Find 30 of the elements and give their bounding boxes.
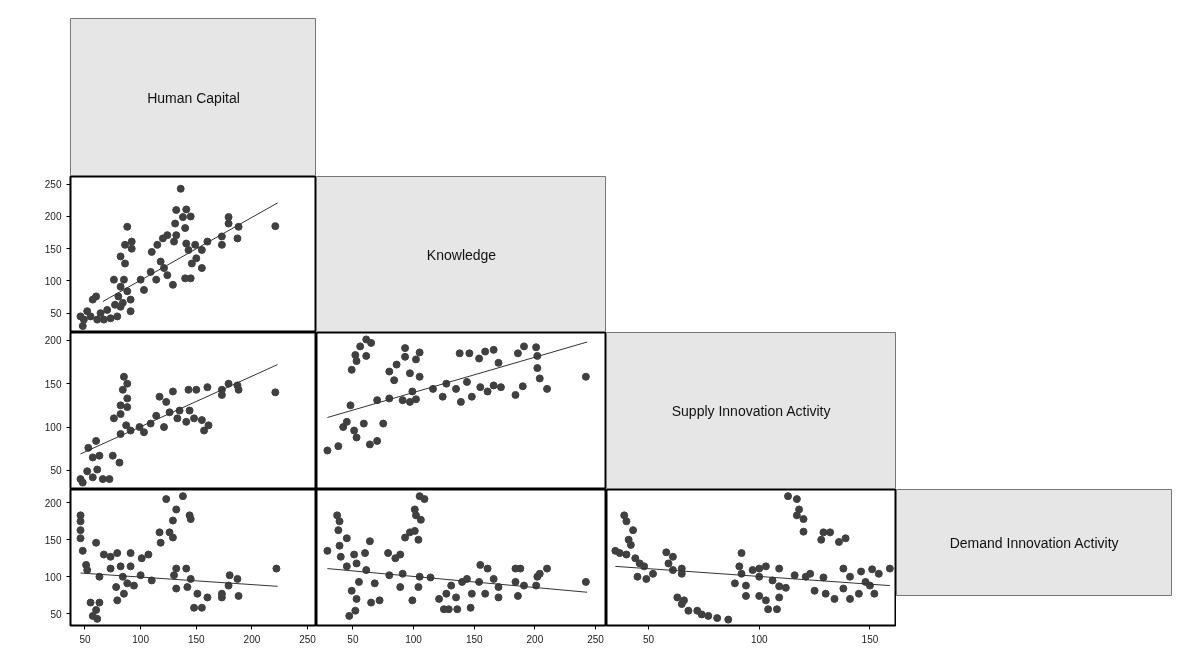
x-tick-label: 250 [299,633,317,645]
x-tick-label: 50 [643,633,655,645]
text: Knowledge [426,246,497,263]
y-tick-label: 150 [44,243,62,255]
x-tick-label: 150 [465,633,484,645]
x-tick-label: 50 [347,633,359,645]
y-tick-label: 100 [44,422,62,434]
y-tick-label: 50 [50,465,62,477]
y-tick-label: 50 [50,308,62,320]
y-tick-label: 250 [44,179,62,191]
x-tick-label: 100 [750,633,769,645]
y-tick-label: 150 [44,378,62,390]
y-tick-label: 100 [44,275,62,287]
x-tick-label: 150 [861,633,879,645]
x-tick-label: 100 [132,633,150,645]
y-tick-label: 100 [44,571,62,583]
text: Supply Innovation Activity [671,403,831,419]
y-tick-label: 150 [44,534,62,546]
text: Demand Innovation Activity [949,534,1119,551]
x-tick-label: 50 [79,633,91,645]
x-tick-label: 250 [587,633,605,645]
x-tick-label: 100 [405,633,423,645]
y-tick-label: 200 [44,335,62,347]
y-tick-label: 200 [44,497,62,509]
x-tick-label: 200 [526,633,544,645]
text: Human Capital [147,89,240,106]
y-tick-label: 200 [44,211,62,223]
x-tick-label: 200 [243,633,261,645]
x-tick-label: 150 [187,633,206,645]
y-tick-label: 50 [50,608,62,620]
